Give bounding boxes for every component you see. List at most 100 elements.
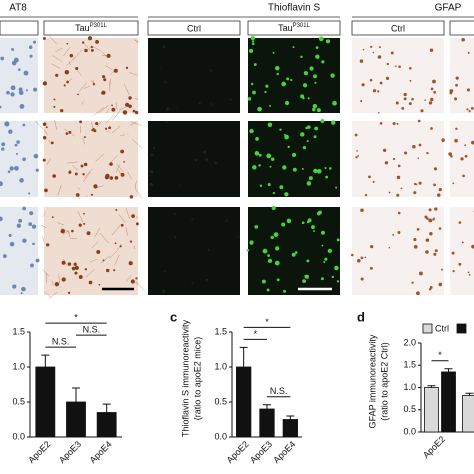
texture [93, 106, 105, 117]
texture [78, 82, 88, 92]
texture [306, 181, 312, 186]
texture [252, 165, 257, 170]
texture [264, 90, 267, 94]
texture [78, 275, 83, 279]
y-tick-label: 1.5 [214, 326, 227, 336]
texture [336, 280, 340, 283]
texture [130, 279, 135, 284]
texture [455, 127, 458, 131]
texture [262, 248, 268, 254]
legend-swatch [422, 323, 433, 334]
texture [61, 277, 66, 282]
texture [35, 258, 40, 263]
texture [411, 281, 414, 284]
texture [325, 175, 329, 179]
texture [52, 174, 56, 178]
texture [324, 166, 327, 170]
texture [368, 175, 371, 179]
column-box [351, 20, 445, 36]
texture [270, 235, 274, 240]
texture [135, 216, 139, 219]
texture [72, 49, 83, 61]
texture [67, 161, 78, 164]
texture [448, 152, 452, 156]
texture [85, 268, 95, 278]
texture [454, 138, 458, 143]
texture [325, 39, 331, 44]
texture [313, 74, 317, 79]
texture [73, 262, 77, 266]
texture [292, 152, 297, 157]
micrograph [352, 207, 444, 295]
texture [434, 207, 438, 211]
texture [16, 140, 20, 144]
texture [471, 244, 474, 249]
texture [323, 260, 326, 264]
texture [130, 121, 136, 126]
texture [0, 181, 3, 187]
texture [303, 70, 309, 76]
y-tick-label: 1.0 [403, 382, 416, 392]
texture [307, 218, 312, 223]
texture [18, 218, 23, 223]
texture [107, 155, 118, 166]
texture [267, 122, 273, 128]
texture [360, 208, 364, 212]
texture [205, 157, 209, 161]
texture [302, 279, 306, 283]
texture [134, 180, 137, 189]
column-label-sup: P301L [90, 23, 108, 29]
group-title: Thioflavin S [268, 3, 321, 14]
texture [165, 120, 168, 123]
texture [461, 241, 464, 244]
texture [266, 288, 270, 292]
texture [330, 120, 336, 125]
texture [48, 291, 58, 299]
significance-label: * [438, 350, 442, 360]
texture [327, 248, 332, 253]
texture [112, 110, 121, 121]
texture [409, 67, 412, 70]
texture [96, 121, 102, 128]
texture [370, 244, 374, 249]
texture [53, 98, 56, 101]
texture [71, 229, 74, 233]
texture [28, 45, 33, 49]
texture [470, 106, 474, 110]
texture [106, 268, 110, 273]
texture [313, 230, 315, 233]
texture [413, 245, 418, 249]
texture [67, 230, 71, 238]
texture [441, 138, 445, 142]
texture [324, 257, 328, 261]
texture [462, 174, 465, 178]
texture [52, 55, 63, 62]
y-tick-label: 1.0 [214, 361, 227, 371]
texture [237, 235, 240, 238]
texture [22, 157, 26, 162]
texture [207, 249, 210, 251]
bar [282, 419, 298, 438]
texture [83, 86, 90, 89]
texture [411, 97, 414, 101]
texture [397, 164, 401, 168]
texture [91, 45, 101, 52]
texture [91, 241, 99, 249]
texture [292, 167, 297, 172]
texture [135, 39, 138, 44]
texture [83, 136, 86, 139]
texture [96, 249, 101, 254]
texture [164, 270, 166, 273]
texture [334, 265, 339, 271]
texture [91, 121, 93, 130]
column-box [43, 20, 139, 36]
texture [80, 164, 84, 168]
texture [396, 175, 401, 180]
texture [84, 48, 88, 53]
texture [12, 284, 17, 289]
texture [88, 280, 93, 285]
texture [162, 45, 166, 48]
texture [413, 191, 417, 195]
